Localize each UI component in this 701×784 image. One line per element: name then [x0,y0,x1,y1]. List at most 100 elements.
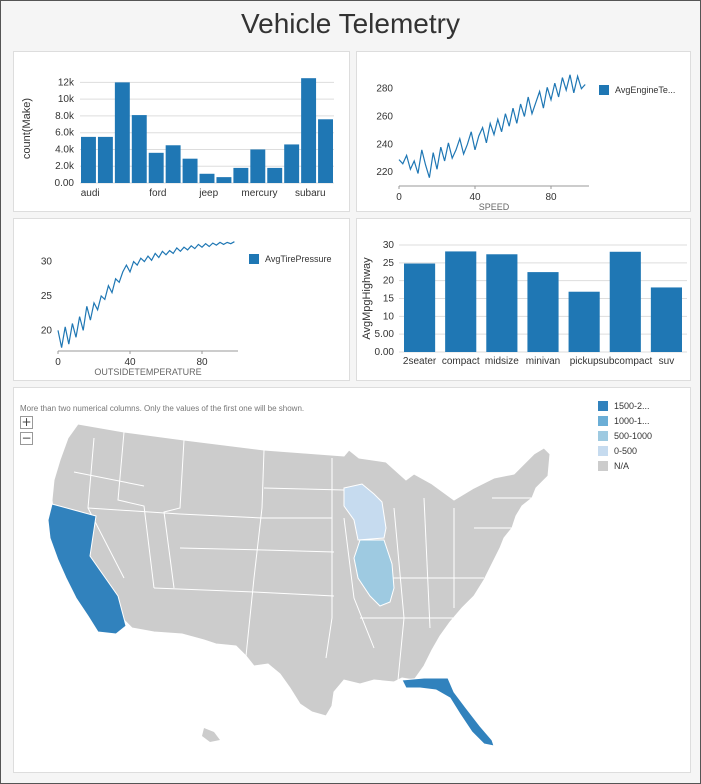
tire-pressure-legend-label: AvgTirePressure [265,254,332,264]
bar[interactable] [568,291,600,352]
engine-temp-chart[interactable]: 220 240 260 280 0 40 80 SPEED [357,52,692,213]
legend-swatch [598,415,608,426]
y-tick-label: 6.0k [55,128,75,139]
y-tick-label: 0.00 [375,347,395,358]
x-tick-label: subaru [295,188,326,199]
legend-label: 1500-2... [614,400,650,411]
us-map-panel: More than two numerical columns. Only th… [13,387,691,773]
series-line[interactable] [398,73,586,178]
bar[interactable] [267,167,283,183]
state-illinois[interactable] [353,539,395,607]
legend-swatch [598,460,608,471]
bar[interactable] [216,177,232,183]
bar[interactable] [250,149,266,183]
mpg-highway-chart-panel: 0.00 5.00 10 15 20 25 30 2seater compact midsize m… [356,218,691,381]
x-tick-label: suv [659,356,675,367]
state-borders [73,431,534,681]
x-axis-title: SPEED [479,202,510,212]
make-count-chart[interactable]: 0.00 2.0k 4.0k 6.0k 8.0k 10k 12k audi ford jeep me… [14,52,351,213]
bar[interactable] [182,158,198,183]
x-tick-label: compact [442,356,480,367]
legend-swatch [598,445,608,456]
x-tick-label: audi [81,188,100,199]
y-tick-label: 30 [383,240,395,251]
x-tick-label: 0 [55,357,61,368]
bar[interactable] [114,82,130,183]
map-legend: 1500-2... 1000-1... 500-1000 0-500 N/A [598,398,652,473]
bar[interactable] [97,136,113,183]
bar[interactable] [284,144,300,183]
y-tick-label: 240 [376,139,393,150]
y-tick-label: 10k [58,94,75,105]
bar[interactable] [650,287,682,352]
map-legend-item[interactable]: 0-500 [598,443,652,458]
state-california[interactable] [47,503,127,635]
y-tick-label: 20 [383,276,395,287]
tire-pressure-legend[interactable]: AvgTirePressure [249,254,332,264]
bar[interactable] [148,152,164,183]
state-florida[interactable] [401,677,495,747]
y-tick-label: 10 [383,311,395,322]
x-tick-label: 80 [196,357,208,368]
x-tick-label: ford [149,188,166,199]
bar[interactable] [131,115,147,183]
x-tick-label: 0 [396,192,402,203]
legend-label: N/A [614,460,630,471]
y-tick-label: 5.00 [375,329,395,340]
x-tick-label: 40 [469,192,481,203]
us-outline [51,423,551,717]
us-map[interactable] [14,388,692,774]
y-tick-label: 25 [41,291,53,302]
bar[interactable] [609,251,641,352]
y-tick-label: 30 [41,257,53,268]
x-tick-label: 80 [545,192,557,203]
y-tick-label: 8.0k [55,111,75,122]
bar[interactable] [233,167,249,183]
bar[interactable] [81,136,96,183]
y-axis-title: AvgMpgHighway [361,257,373,340]
bar[interactable] [165,145,181,183]
zoom-in-button[interactable]: + [20,415,33,429]
x-tick-label: mercury [241,188,277,199]
engine-temp-chart-panel: 220 240 260 280 0 40 80 SPEED AvgEngineTe... [356,51,691,212]
y-tick-label: 4.0k [55,144,75,155]
zoom-out-button[interactable]: − [20,431,33,445]
x-tick-label: subcompact [598,356,652,367]
legend-swatch [598,400,608,411]
y-tick-label: 0.00 [55,178,75,189]
y-tick-label: 2.0k [55,161,75,172]
legend-label: 500-1000 [614,430,653,441]
legend-label: 0-500 [614,445,638,456]
state-wisconsin[interactable] [343,483,387,541]
bar[interactable] [486,254,518,352]
map-legend-item[interactable]: N/A [598,458,652,473]
bar[interactable] [404,263,436,352]
y-tick-label: 25 [383,258,395,269]
make-count-chart-panel: 0.00 2.0k 4.0k 6.0k 8.0k 10k 12k audi ford jeep me… [13,51,350,212]
bar[interactable] [445,251,477,352]
bar[interactable] [301,78,317,183]
y-tick-label: 12k [58,77,75,88]
bar[interactable] [527,272,559,352]
legend-swatch [249,254,259,264]
series-line[interactable] [57,241,235,348]
engine-temp-legend[interactable]: AvgEngineTe... [599,85,675,95]
legend-swatch [598,430,608,441]
state-hawaii [202,728,220,742]
y-tick-label: 15 [383,294,395,305]
y-tick-label: 20 [41,325,53,336]
bar[interactable] [318,119,333,183]
bar[interactable] [199,173,215,183]
page-title: Vehicle Telemetry [241,8,460,39]
mpg-highway-chart[interactable]: 0.00 5.00 10 15 20 25 30 2seater compact midsize m… [357,219,692,382]
map-legend-item[interactable]: 500-1000 [598,428,652,443]
y-tick-label: 260 [376,111,393,122]
map-legend-item[interactable]: 1500-2... [598,398,652,413]
x-tick-label: minivan [526,356,560,367]
map-legend-item[interactable]: 1000-1... [598,413,652,428]
legend-label: 1000-1... [614,415,650,426]
map-note: More than two numerical columns. Only th… [20,404,305,413]
engine-temp-legend-label: AvgEngineTe... [615,85,676,95]
x-tick-label: 40 [124,357,136,368]
